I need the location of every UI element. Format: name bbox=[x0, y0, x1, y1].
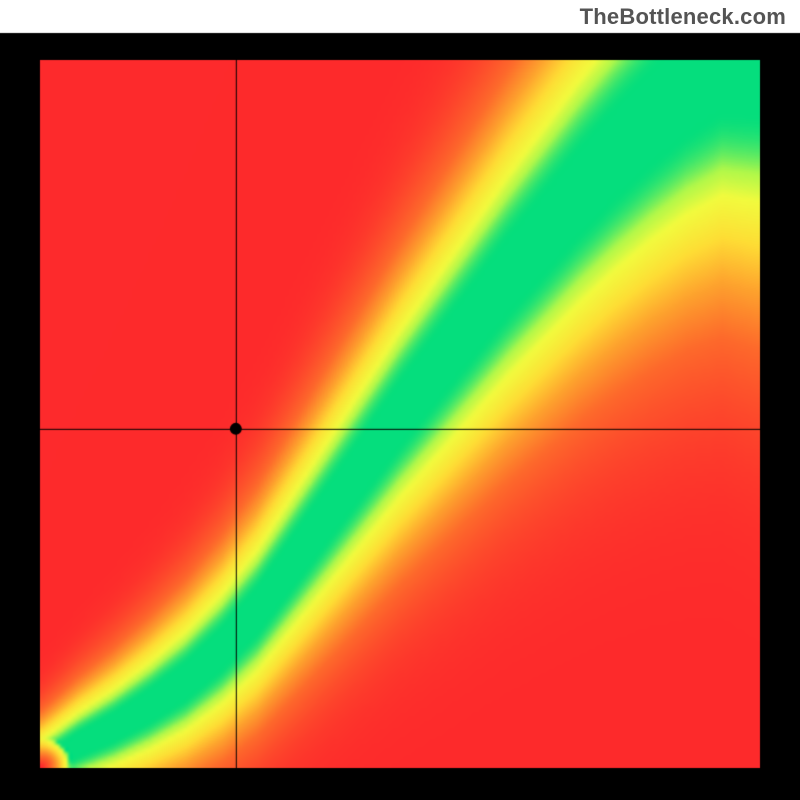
attribution-label: TheBottleneck.com bbox=[580, 4, 786, 30]
bottleneck-heatmap bbox=[0, 0, 800, 800]
